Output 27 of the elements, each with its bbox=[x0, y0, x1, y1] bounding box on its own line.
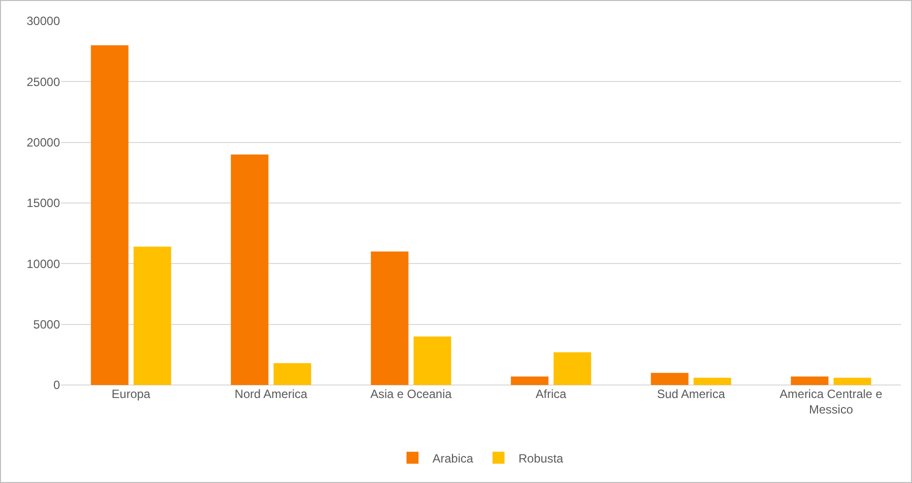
y-tick-label: 15000 bbox=[26, 196, 60, 210]
x-tick-label: Africa bbox=[536, 387, 567, 401]
x-tick-label: Europa bbox=[112, 387, 151, 401]
bar bbox=[694, 378, 732, 385]
bar bbox=[834, 378, 872, 385]
y-tick-label: 25000 bbox=[26, 74, 60, 89]
bar bbox=[370, 252, 408, 385]
bar bbox=[414, 336, 452, 385]
bar bbox=[650, 372, 688, 385]
bar bbox=[134, 246, 172, 385]
y-tick-label: 30000 bbox=[26, 14, 60, 28]
x-tick-label: Sud America bbox=[656, 387, 726, 401]
y-tick-label: 10000 bbox=[26, 256, 60, 271]
y-tick-label: 5000 bbox=[33, 318, 60, 332]
legend-label: Arabica bbox=[432, 451, 474, 466]
x-tick-label: Asia e Oceania bbox=[370, 387, 452, 401]
bar bbox=[790, 376, 828, 385]
bar bbox=[230, 154, 268, 385]
x-tick-label: America Centrale e Messico bbox=[780, 387, 883, 417]
x-tick-label: Nord America bbox=[234, 387, 308, 401]
bar bbox=[274, 363, 312, 385]
bar bbox=[90, 45, 128, 385]
y-tick-label: 20000 bbox=[26, 136, 60, 150]
y-tick-label: 0 bbox=[53, 378, 60, 392]
bar bbox=[554, 352, 592, 385]
legend-label: Robusta bbox=[518, 451, 564, 466]
bar bbox=[510, 376, 548, 385]
